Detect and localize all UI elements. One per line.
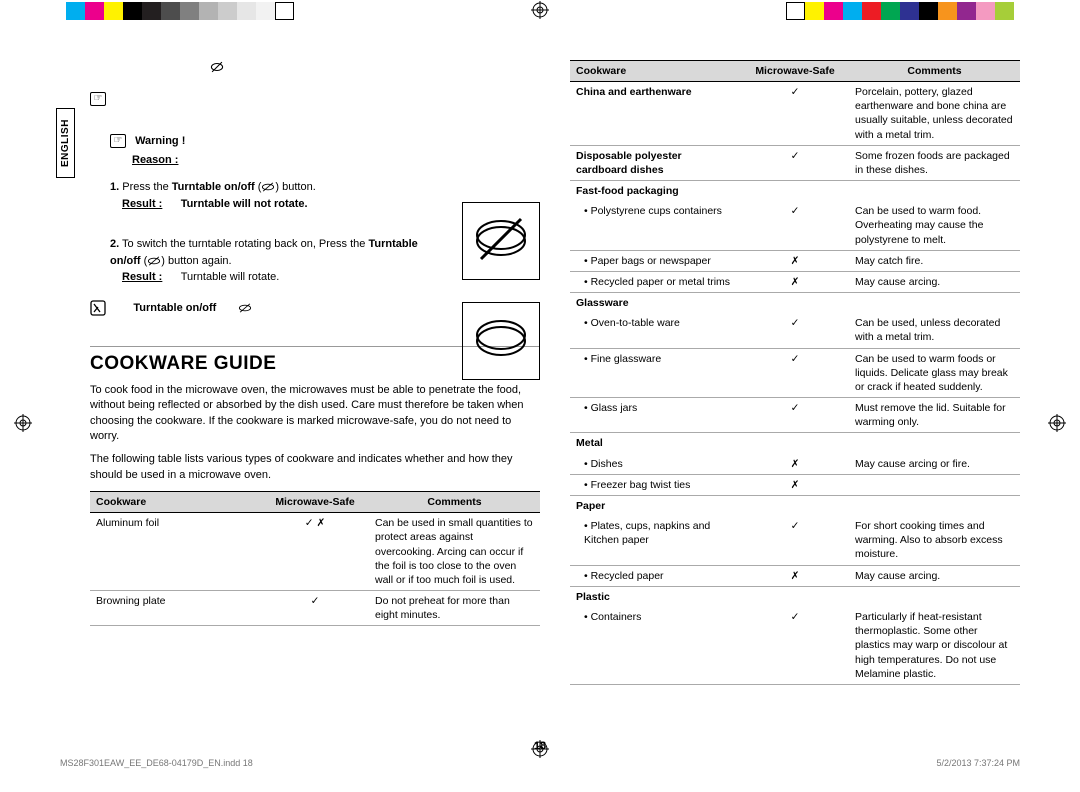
cookware-table-left: Cookware Microwave-Safe Comments Aluminu…	[90, 491, 540, 626]
no-turntable-icon	[261, 180, 275, 194]
language-tab: ENGLISH	[56, 108, 75, 178]
th-comments: Comments	[369, 492, 540, 513]
table-row: Plates, cups, napkins and Kitchen paper✓…	[570, 516, 1020, 565]
table-row: Paper bags or newspaper✗May catch fire.	[570, 250, 1020, 271]
table-row: Paper	[570, 495, 1020, 516]
footer-filename: MS28F301EAW_EE_DE68-04179D_EN.indd 18	[60, 758, 253, 768]
step1-text-a: Press the	[122, 181, 172, 193]
guide-paragraph-1: To cook food in the microwave oven, the …	[90, 383, 540, 445]
table-row: Fine glassware✓Can be used to warm foods…	[570, 348, 1020, 398]
result-label: Result :	[122, 198, 162, 210]
page-content: ENGLISH ☞ ☞ Warning ! Reason : 1. Press …	[60, 60, 1020, 732]
color-bar-right	[786, 2, 1014, 20]
table-row: Dishes✗May cause arcing or fire.	[570, 454, 1020, 475]
no-turntable-icon	[210, 60, 224, 74]
result2-text: Turntable will rotate.	[181, 271, 280, 283]
table-row: Oven-to-table ware✓Can be used, unless d…	[570, 313, 1020, 348]
table-row: Glass jars✓Must remove the lid. Suitable…	[570, 398, 1020, 433]
no-turntable-icon	[238, 301, 252, 315]
color-bar-left	[66, 2, 294, 20]
turntable-on-illustration-icon	[462, 302, 540, 380]
step2-text-a: To switch the turntable rotating back on…	[122, 238, 368, 250]
note-icon	[90, 300, 106, 316]
step1-text-c: (	[255, 181, 262, 193]
table-row: Glassware	[570, 293, 1020, 314]
note-text: Turntable on/off	[133, 302, 216, 314]
table-row: Aluminum foil✓ ✗Can be used in small qua…	[90, 513, 540, 591]
left-column: ENGLISH ☞ ☞ Warning ! Reason : 1. Press …	[60, 60, 540, 732]
table-row: Plastic	[570, 586, 1020, 607]
th-cookware: Cookware	[90, 492, 261, 513]
no-turntable-icon	[147, 254, 161, 268]
result1-text: Turntable will not rotate.	[181, 198, 308, 210]
table-row: Browning plate✓Do not preheat for more t…	[90, 591, 540, 626]
table-row: Containers✓Particularly if heat-resistan…	[570, 607, 1020, 684]
th-comments-r: Comments	[849, 61, 1020, 82]
registration-mark-icon	[1048, 414, 1066, 432]
warning-title: Warning !	[135, 135, 185, 147]
th-safe: Microwave-Safe	[261, 492, 369, 513]
step2-text-d: ) button again.	[161, 255, 231, 267]
footer: MS28F301EAW_EE_DE68-04179D_EN.indd 18 5/…	[60, 758, 1020, 768]
page-number: 18	[0, 740, 1080, 752]
reason-label: Reason :	[132, 154, 178, 166]
table-row: Disposable polyester cardboard dishes✓So…	[570, 145, 1020, 180]
footer-timestamp: 5/2/2013 7:37:24 PM	[936, 758, 1020, 768]
table-row: Polystyrene cups containers✓Can be used …	[570, 201, 1020, 250]
right-column: Cookware Microwave-Safe Comments China a…	[570, 60, 1020, 732]
registration-mark-icon	[14, 414, 32, 432]
table-row: China and earthenware✓Porcelain, pottery…	[570, 82, 1020, 146]
table-row: Recycled paper or metal trims✗May cause …	[570, 271, 1020, 292]
step1-text-d: ) button.	[275, 181, 315, 193]
pointer-icon: ☞	[110, 134, 126, 148]
step2-text-c: (	[141, 255, 148, 267]
table-row: Fast-food packaging	[570, 181, 1020, 202]
th-cookware-r: Cookware	[570, 61, 741, 82]
pointer-icon: ☞	[90, 92, 106, 106]
table-row: Metal	[570, 433, 1020, 454]
table-row: Freezer bag twist ties✗	[570, 474, 1020, 495]
warning-block: ☞ Warning ! Reason :	[110, 132, 540, 169]
turntable-off-illustration-icon	[462, 202, 540, 280]
registration-mark-icon	[531, 1, 549, 19]
step1-text-b: Turntable on/off	[172, 181, 255, 193]
guide-paragraph-2: The following table lists various types …	[90, 452, 540, 483]
result-label-2: Result :	[122, 271, 162, 283]
th-safe-r: Microwave-Safe	[741, 61, 849, 82]
cookware-table-right: Cookware Microwave-Safe Comments China a…	[570, 60, 1020, 685]
table-row: Recycled paper✗May cause arcing.	[570, 565, 1020, 586]
